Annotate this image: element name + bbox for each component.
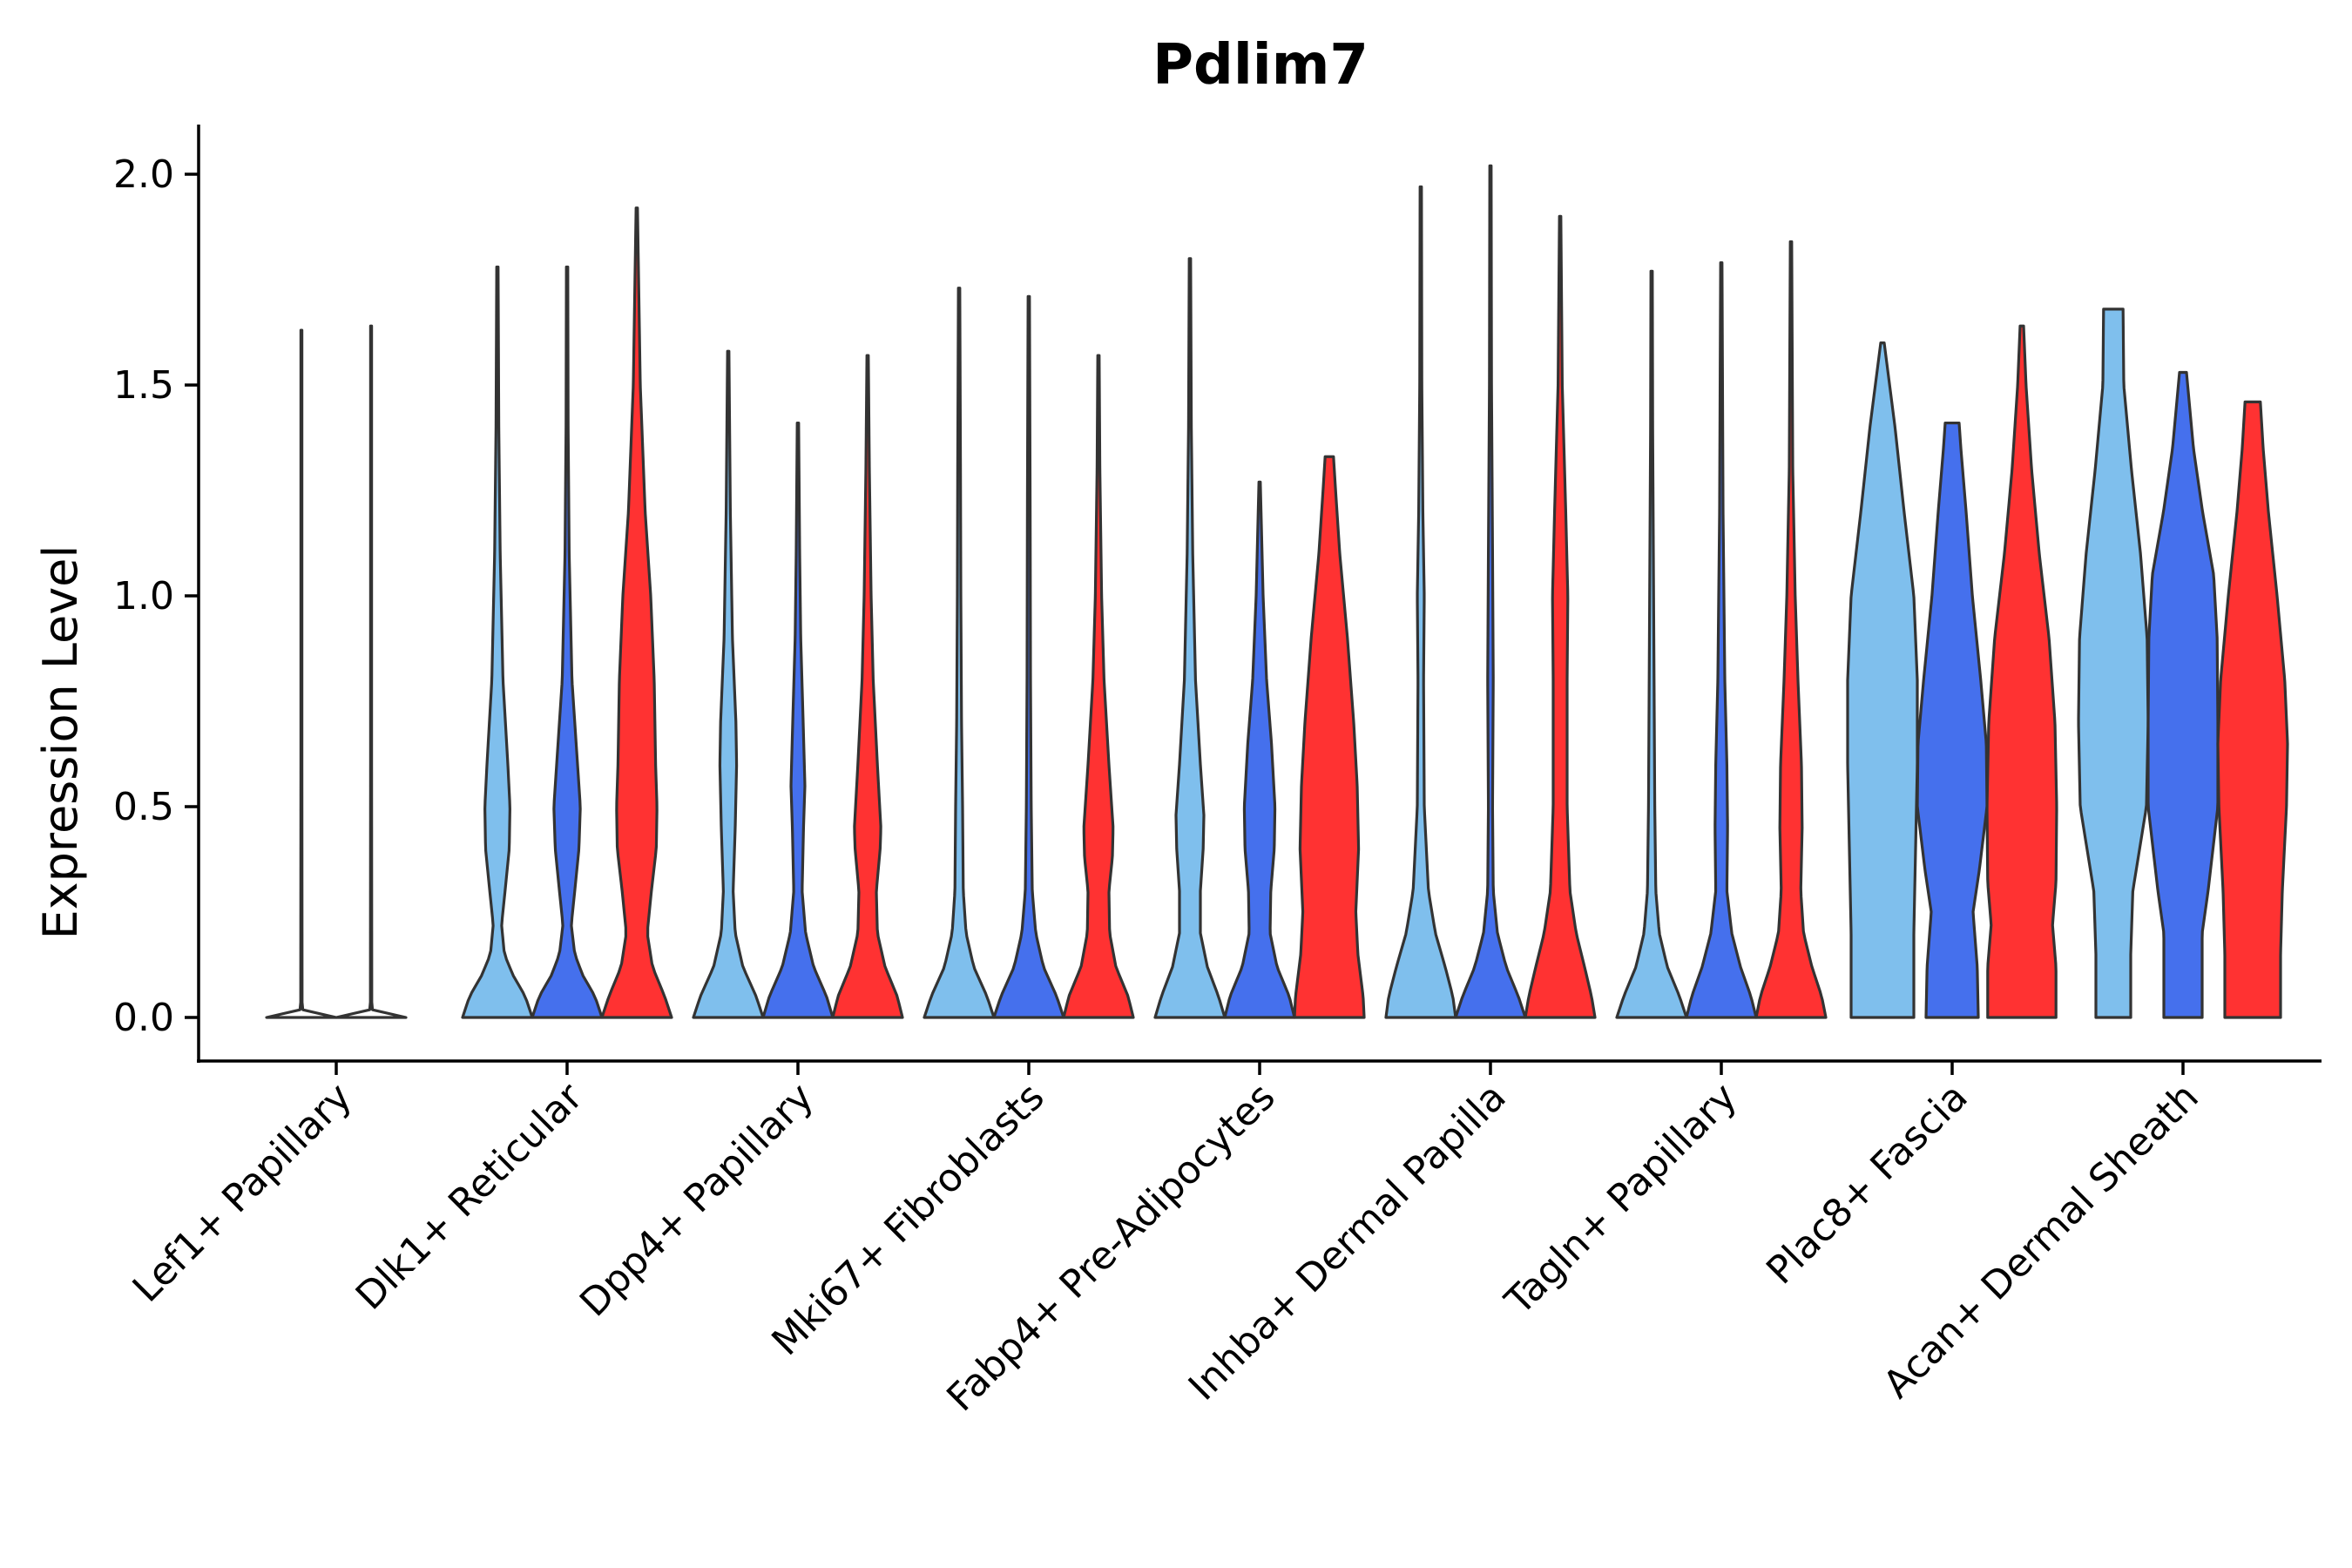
y-tick-label: 0.5	[113, 785, 174, 829]
violin-plac8-fascia-2	[1916, 421, 1989, 1019]
violin-dpp4-papillary-3	[831, 354, 904, 1019]
violin-tagln-papillary-2	[1685, 261, 1758, 1019]
violin-lef1-papillary-1	[265, 328, 338, 1019]
violin-tagln-papillary-1	[1615, 269, 1688, 1019]
y-tick-label: 2.0	[113, 152, 174, 197]
violin-dpp4-papillary-2	[761, 421, 835, 1019]
violin-fabp4-pre-adipocytes-1	[1153, 257, 1227, 1019]
violin-acan-dermal-sheath-1	[2077, 308, 2150, 1019]
y-tick-label: 0.0	[113, 996, 174, 1040]
chart-title: Pdlim7	[1152, 33, 1369, 98]
violin-acan-dermal-sheath-3	[2216, 400, 2289, 1019]
y-axis-ticks: 0.0 0.5 1.0 1.5 2.0	[113, 152, 199, 1040]
x-tick-label-dlk1-reticular: Dlk1+ Reticular	[348, 1074, 592, 1319]
violin-inhba-dermal-papilla-1	[1384, 185, 1457, 1019]
violin-dlk1-reticular-1	[461, 265, 534, 1019]
x-tick-label-dpp4-papillary: Dpp4+ Papillary	[571, 1075, 822, 1326]
violin-acan-dermal-sheath-2	[2146, 370, 2220, 1019]
violin-mki67-fibroblasts-1	[923, 287, 996, 1019]
y-axis-label: Expression Level	[33, 545, 88, 940]
violin-fabp4-pre-adipocytes-2	[1223, 480, 1296, 1019]
y-tick-label: 1.0	[113, 574, 174, 618]
violin-plac8-fascia-1	[1846, 341, 1919, 1019]
violin-inhba-dermal-papilla-2	[1454, 164, 1527, 1019]
x-tick-label-plac8-fascia: Plac8+ Fascia	[1758, 1075, 1977, 1294]
violin-lef1-papillary-2	[335, 324, 408, 1019]
violin-tagln-papillary-3	[1754, 240, 1828, 1019]
violin-dlk1-reticular-3	[600, 206, 673, 1019]
violin-mki67-fibroblasts-2	[992, 294, 1065, 1019]
violins-layer	[265, 164, 2289, 1019]
violin-mki67-fibroblasts-3	[1062, 354, 1135, 1019]
violin-dlk1-reticular-2	[531, 265, 604, 1019]
violin-fabp4-pre-adipocytes-3	[1293, 455, 1366, 1019]
x-tick-label-lef1-papillary: Lef1+ Papillary	[125, 1075, 361, 1311]
violin-plac8-fascia-3	[1985, 324, 2058, 1019]
y-tick-label: 1.5	[113, 363, 174, 408]
violin-dpp4-papillary-1	[692, 349, 765, 1019]
violin-inhba-dermal-papilla-3	[1524, 214, 1597, 1019]
x-tick-label-tagln-papillary: Tagln+ Papillary	[1497, 1075, 1746, 1324]
